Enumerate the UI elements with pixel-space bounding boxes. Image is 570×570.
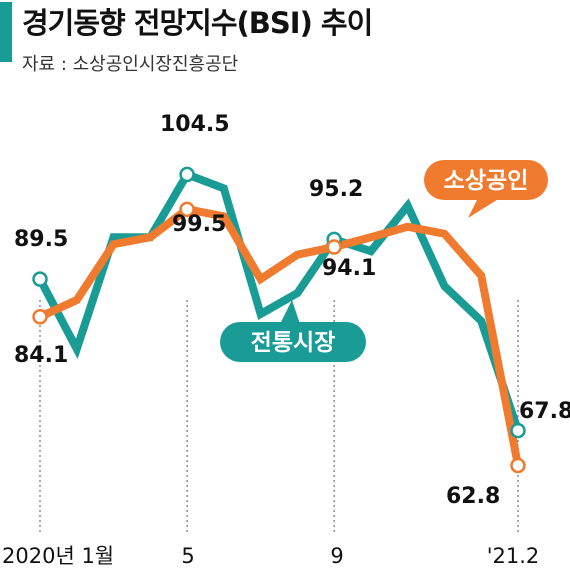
x-tick-label-1: 5 — [181, 544, 194, 568]
marker-1-8 — [326, 239, 342, 255]
series-line-0 — [36, 169, 522, 432]
series-name-0: 전통시장 — [251, 330, 336, 356]
chart-source: 자료 : 소상공인시장진흥공단 — [22, 54, 239, 75]
data-label-0-13: 67.8 — [519, 399, 570, 424]
marker-1-13 — [510, 457, 526, 474]
x-tick-label-2: 9 — [330, 544, 343, 568]
data-label-0-4: 104.5 — [160, 112, 230, 137]
data-label-1-13: 62.8 — [446, 484, 500, 509]
marker-1-0 — [32, 309, 48, 325]
x-tick-label-3: '21.2 — [487, 544, 540, 568]
series-line-1 — [38, 205, 522, 467]
data-label-1-4: 99.5 — [172, 212, 226, 237]
marker-0-4 — [179, 166, 195, 183]
marker-0-13 — [510, 422, 526, 439]
data-label-0-8: 95.2 — [309, 177, 363, 202]
data-label-1-0: 84.1 — [14, 343, 68, 368]
marker-1-4 — [179, 201, 195, 218]
series-badge-0 — [220, 322, 366, 362]
x-tick-label-0: 2020년 1월 — [2, 544, 114, 568]
series-badge-tail-0 — [280, 300, 300, 324]
title-accent-bar — [0, 2, 12, 62]
marker-0-0 — [32, 271, 48, 287]
data-label-1-8: 94.1 — [322, 256, 376, 281]
data-label-0-0: 89.5 — [14, 227, 68, 252]
series-badge-tail-1 — [468, 198, 500, 218]
series-badge-1 — [424, 160, 548, 200]
chart-title: 경기동향 전망지수(BSI) 추이 — [22, 6, 373, 40]
series-name-1: 소상공인 — [444, 168, 529, 194]
